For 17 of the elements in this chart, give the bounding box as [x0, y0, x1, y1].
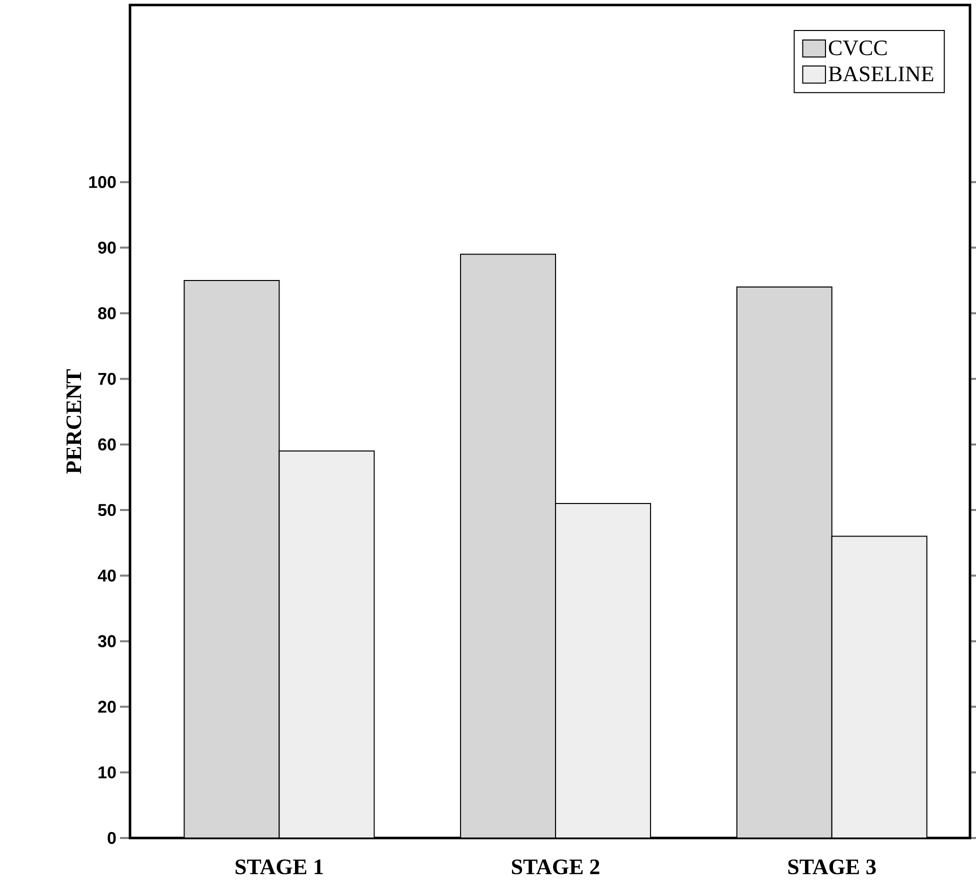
- y-tick-label: 10: [98, 766, 116, 778]
- y-tick-label: 30: [98, 635, 116, 648]
- y-tick-label: 90: [98, 242, 116, 254]
- x-tick-label: STAGE 1: [236, 860, 323, 874]
- y-tick-label: 50: [98, 504, 116, 516]
- x-tick-label: STAGE 2: [512, 860, 600, 874]
- y-tick-label: 70: [98, 372, 116, 385]
- y-tick-label: 80: [98, 307, 116, 320]
- y-tick-label: 100: [89, 176, 116, 188]
- y-tick-label: 20: [98, 700, 116, 713]
- legend-label: CVCC: [828, 40, 887, 56]
- y-tick-label: 40: [98, 570, 116, 582]
- y-tick-label: 0: [108, 832, 116, 844]
- x-tick-label: STAGE 3: [788, 860, 876, 874]
- y-axis-title: PERCENT: [66, 369, 82, 474]
- y-tick-label: 60: [98, 438, 116, 450]
- legend-label: BASELINE: [828, 66, 934, 82]
